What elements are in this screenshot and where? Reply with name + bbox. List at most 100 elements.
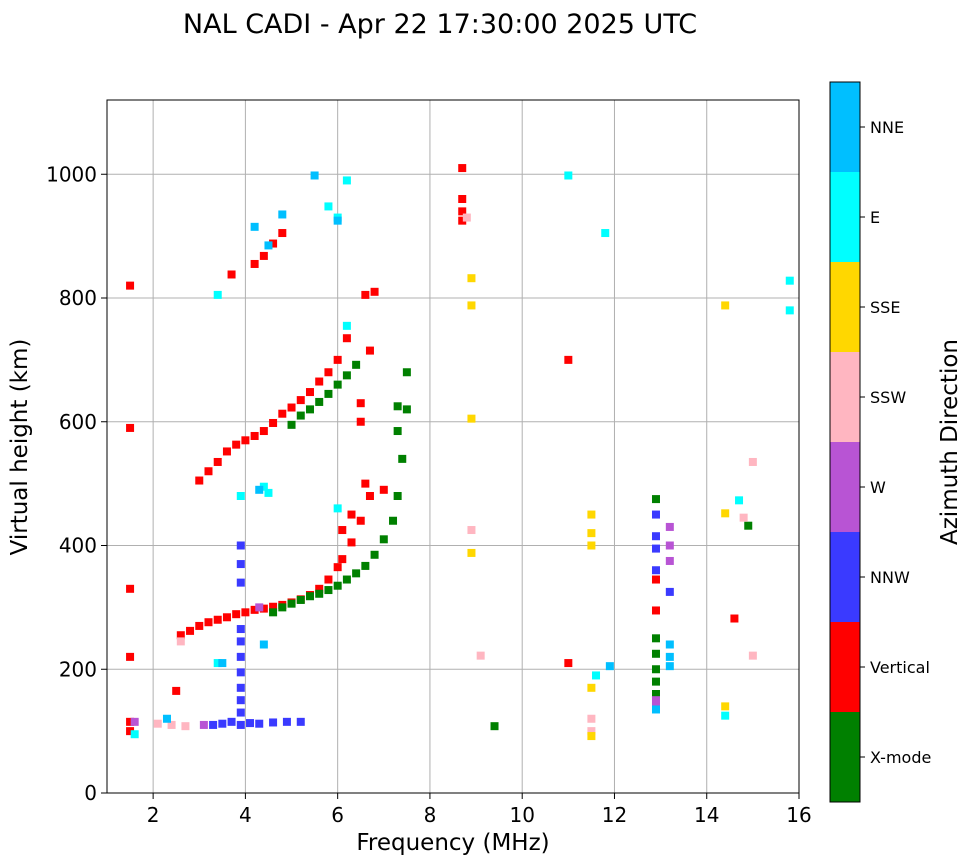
data-point	[458, 216, 467, 225]
data-point	[370, 550, 379, 559]
data-point	[333, 380, 342, 389]
colorbar-tick-label: NNW	[870, 568, 910, 587]
data-point	[209, 720, 218, 729]
data-point	[342, 371, 351, 380]
x-tick-label: 4	[239, 803, 252, 827]
data-point	[315, 589, 324, 598]
data-point	[739, 513, 748, 522]
data-point	[213, 615, 222, 624]
data-point	[269, 418, 278, 427]
data-point	[282, 717, 291, 726]
data-point	[153, 719, 162, 728]
data-point	[587, 529, 596, 538]
data-point	[176, 631, 185, 640]
data-point	[236, 708, 245, 717]
data-point	[605, 662, 614, 671]
data-point	[130, 730, 139, 739]
data-point	[785, 276, 794, 285]
data-point	[785, 306, 794, 315]
data-point	[250, 259, 259, 268]
data-point	[665, 587, 674, 596]
data-point	[665, 541, 674, 550]
data-point	[721, 509, 730, 518]
data-point	[564, 171, 573, 180]
data-point	[126, 717, 135, 726]
data-point	[356, 417, 365, 426]
data-point	[236, 541, 245, 550]
colorbar-tick-label: W	[870, 478, 886, 497]
data-point	[587, 683, 596, 692]
data-point	[204, 467, 213, 476]
data-point	[361, 290, 370, 299]
data-point	[476, 651, 485, 660]
series-x-mode	[269, 360, 753, 731]
data-point	[213, 659, 222, 668]
data-point	[305, 592, 314, 601]
data-point	[601, 229, 610, 238]
data-point	[236, 652, 245, 661]
data-point	[587, 510, 596, 519]
data-point	[305, 388, 314, 397]
data-point	[126, 652, 135, 661]
data-point	[735, 496, 744, 505]
data-point	[250, 222, 259, 231]
data-point	[199, 720, 208, 729]
data-point	[389, 516, 398, 525]
data-point	[236, 683, 245, 692]
data-point	[744, 521, 753, 530]
data-point	[287, 403, 296, 412]
y-tick-label: 400	[59, 534, 97, 558]
data-point	[651, 544, 660, 553]
data-point	[250, 431, 259, 440]
data-point	[269, 239, 278, 248]
data-point	[172, 686, 181, 695]
data-point	[324, 575, 333, 584]
y-axis-ticks: 0 200 400 600 800 1000	[46, 162, 107, 805]
data-point	[222, 613, 231, 622]
data-point	[564, 659, 573, 668]
data-point	[259, 427, 268, 436]
data-point	[333, 504, 342, 513]
data-point	[342, 321, 351, 330]
data-point	[467, 301, 476, 310]
data-point	[296, 411, 305, 420]
data-point	[236, 637, 245, 646]
colorbar-segment	[830, 352, 860, 442]
data-point	[236, 492, 245, 500]
data-point	[241, 608, 250, 617]
data-point	[259, 640, 268, 649]
data-point	[126, 281, 135, 290]
data-point	[342, 575, 351, 584]
data-point	[467, 548, 476, 557]
data-point	[278, 229, 287, 238]
data-point	[379, 535, 388, 544]
data-point	[264, 241, 273, 250]
colorbar-frame	[829, 81, 861, 803]
data-point	[342, 334, 351, 343]
y-axis-label: Virtual height (km)	[7, 339, 33, 556]
y-tick-label: 1000	[46, 162, 97, 186]
data-point	[361, 561, 370, 570]
data-point	[490, 722, 499, 731]
data-point	[236, 668, 245, 677]
data-point	[324, 202, 333, 211]
data-point	[587, 732, 596, 741]
colorbar-segment	[830, 622, 860, 712]
data-point	[651, 532, 660, 541]
data-point	[393, 427, 402, 436]
data-point	[651, 606, 660, 615]
data-point	[269, 602, 278, 611]
data-point	[232, 440, 241, 449]
data-point	[651, 575, 660, 584]
grid-lines	[107, 100, 800, 794]
data-point	[748, 457, 757, 466]
data-point	[467, 274, 476, 283]
data-point	[305, 405, 314, 414]
plot-background	[107, 100, 799, 793]
x-tick-label: 12	[602, 803, 627, 827]
colorbar-tick-label: E	[870, 208, 880, 227]
data-point	[195, 621, 204, 630]
data-point	[379, 485, 388, 494]
data-point	[665, 522, 674, 531]
